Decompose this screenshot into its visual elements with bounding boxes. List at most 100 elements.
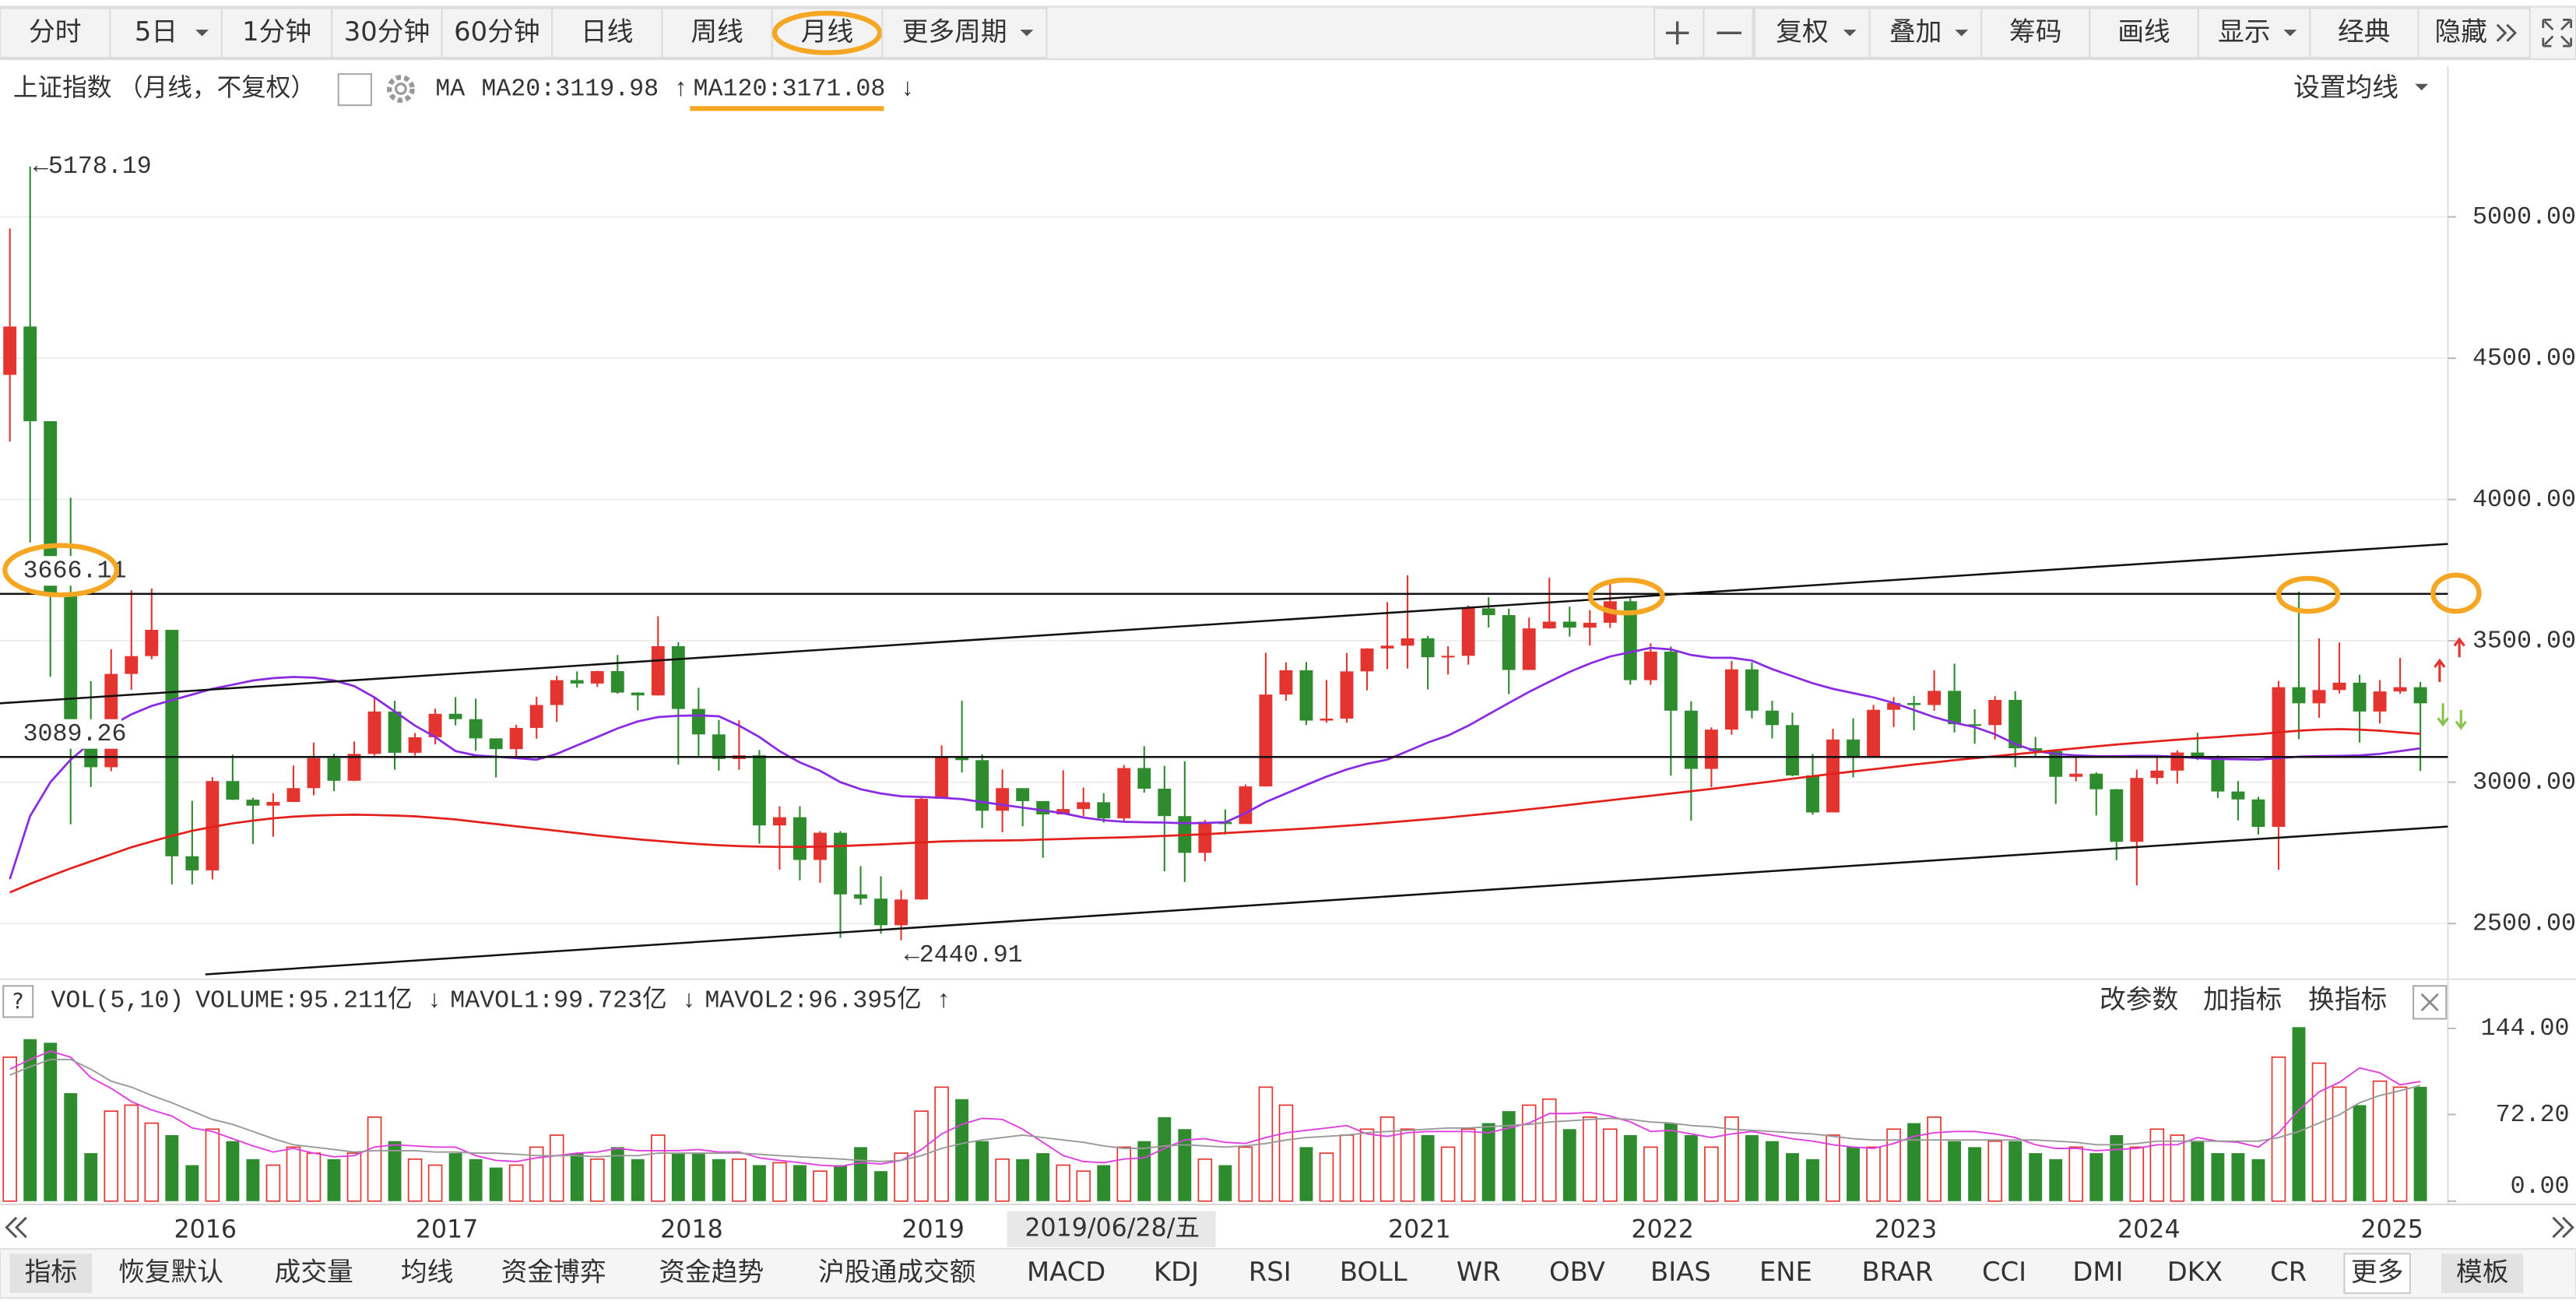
candle-body <box>2110 789 2124 842</box>
period-button-label[interactable]: 分时 <box>29 16 82 47</box>
highlight-circle <box>2430 572 2482 614</box>
period-button-label[interactable]: 1分钟 <box>242 16 311 47</box>
candle-body <box>1239 786 1253 825</box>
x-axis: 2016 2017 2018 2019 2021 2022 2023 2024 2025 2019… <box>174 1215 2423 1244</box>
period-button-label[interactable]: 30分钟 <box>344 16 430 47</box>
dropdown-arrow <box>2415 83 2429 91</box>
gear-icon[interactable] <box>386 75 415 103</box>
toolbar-button[interactable] <box>661 7 773 59</box>
volume-bar <box>23 1039 37 1201</box>
candle-body <box>226 781 240 800</box>
help-box[interactable] <box>2 985 34 1018</box>
ma-settings[interactable]: 设置均线 <box>2293 72 2399 103</box>
indicator-tab[interactable]: 成交量 <box>274 1257 353 1287</box>
tab-bar <box>0 1247 2576 1299</box>
volume-bar <box>1562 1129 1576 1201</box>
indicator-action[interactable]: 换指标 <box>2308 984 2387 1014</box>
help-label[interactable]: ? <box>12 990 24 1014</box>
extreme-label: ←5178.19 <box>33 153 152 181</box>
toolbar-button-label[interactable]: 隐藏 <box>2435 16 2488 47</box>
indicator-tab[interactable]: BRAR <box>1862 1257 1934 1287</box>
indicator-tab[interactable]: ENE <box>1759 1257 1812 1287</box>
indicator-tab[interactable]: OBV <box>1549 1257 1605 1287</box>
period-button-label[interactable]: 周线 <box>691 16 743 47</box>
close-icon <box>2420 993 2439 1011</box>
toolbar-button-label[interactable]: 显示 <box>2218 16 2271 47</box>
candle-body <box>327 758 341 781</box>
candle-body <box>1704 730 1718 769</box>
trend-line <box>205 825 2448 976</box>
indicator-tab[interactable]: 恢复默认 <box>118 1257 223 1287</box>
candle-body <box>570 680 584 684</box>
volume-bar <box>1036 1153 1050 1201</box>
hide-icon[interactable] <box>2496 23 2518 42</box>
volume-bar <box>1582 1116 1597 1202</box>
candle-body <box>834 832 847 895</box>
indicator-tab[interactable]: CR <box>2270 1257 2307 1287</box>
indicator-tab[interactable]: 资金博弈 <box>501 1257 606 1287</box>
indicator-tab[interactable]: 均线 <box>401 1257 454 1287</box>
volume-bar <box>2311 1062 2327 1202</box>
toolbar-button-label[interactable]: 画线 <box>2117 16 2170 47</box>
indicator-tab[interactable]: BOLL <box>1340 1257 1407 1287</box>
candle-body <box>246 800 260 806</box>
toolbar-button[interactable] <box>220 7 333 59</box>
toolbar-button-label[interactable]: 筹码 <box>2009 16 2062 47</box>
volume-bar <box>1056 1164 1071 1202</box>
indicator-tab[interactable]: DMI <box>2072 1257 2123 1287</box>
indicator-tab[interactable]: 更多 <box>2351 1257 2404 1287</box>
period-button-label[interactable]: 更多周期 <box>902 16 1007 47</box>
candle-body <box>509 727 523 750</box>
period-button-label[interactable]: 5日 <box>135 16 177 47</box>
candle-body <box>1259 694 1273 787</box>
tab-background <box>9 1254 93 1293</box>
toolbar-button-label[interactable]: 经典 <box>2338 16 2391 47</box>
volume-bar <box>1745 1134 1759 1201</box>
indicator-action[interactable]: 加指标 <box>2203 984 2282 1014</box>
candle-body <box>1867 709 1880 758</box>
toolbar-button[interactable] <box>331 7 443 59</box>
help-box[interactable] <box>337 72 372 107</box>
candle-body <box>935 756 949 800</box>
indicator-action[interactable]: 改参数 <box>2100 984 2178 1014</box>
indicator-tab[interactable]: 模板 <box>2456 1257 2509 1287</box>
period-button-label[interactable]: 60分钟 <box>454 16 539 47</box>
period-button-label[interactable]: 月线 <box>801 16 854 47</box>
toolbar-button[interactable] <box>1703 7 1754 59</box>
candle-body <box>2008 699 2022 749</box>
indicator-tab[interactable]: 沪股通成交额 <box>818 1257 976 1287</box>
indicator-tab[interactable]: MACD <box>1027 1257 1105 1287</box>
volume-bar <box>1786 1153 1799 1201</box>
fullscreen-icon[interactable] <box>2542 19 2573 47</box>
volume-bar <box>448 1153 462 1201</box>
volume-bar <box>2191 1141 2205 1201</box>
indicator-tab[interactable]: BIAS <box>1650 1257 1711 1287</box>
candle-body <box>307 758 321 789</box>
period-button-label[interactable]: 日线 <box>581 16 634 47</box>
scroll-left-icon[interactable] <box>5 1216 27 1239</box>
volume-bar <box>1521 1104 1537 1202</box>
volume-bar <box>427 1164 443 1202</box>
indicator-tab[interactable]: WR <box>1457 1257 1501 1287</box>
cursor-date-box <box>1007 1211 1216 1247</box>
indicator-tab[interactable]: 指标 <box>25 1257 78 1287</box>
volume-bar <box>2 1056 17 1202</box>
toolbar-button[interactable] <box>2417 7 2531 59</box>
indicator-tab[interactable]: KDJ <box>1154 1257 1199 1287</box>
volume-bar <box>2292 1027 2306 1201</box>
toolbar-buttons: 分时 5日 1分钟 30分钟 60分钟 日线 周线 月线 更多周期 复权 叠加 筹码 画线 显示 经典 隐藏 <box>0 7 2531 59</box>
scroll-right-icon[interactable] <box>2552 1216 2574 1239</box>
indicator-tab[interactable]: 资金趋势 <box>659 1257 764 1287</box>
toolbar-button[interactable] <box>551 7 663 59</box>
grid: 5000.00 4500.00 4000.00 3500.00 3000.00 2500.… <box>0 203 2576 938</box>
candle-body <box>1360 648 1374 672</box>
toolbar-button-label[interactable]: 叠加 <box>1889 16 1942 47</box>
toolbar-button[interactable] <box>881 7 1048 59</box>
indicator-tab[interactable]: RSI <box>1249 1257 1292 1287</box>
zoom-in-icon[interactable] <box>1665 21 1689 45</box>
toolbar-button-label[interactable]: 复权 <box>1776 16 1829 47</box>
indicator-tab[interactable]: CCI <box>1982 1257 2026 1287</box>
indicator-tab[interactable]: DKX <box>2167 1257 2223 1287</box>
toolbar-button[interactable] <box>441 7 554 59</box>
